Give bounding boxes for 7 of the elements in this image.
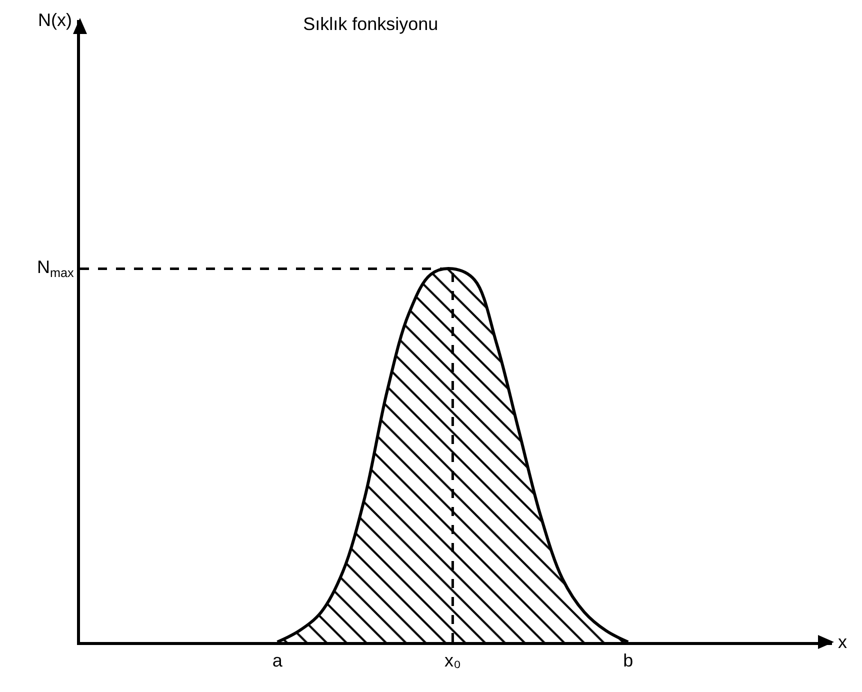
text: N(x): [38, 10, 72, 30]
x-tick-label: a: [272, 650, 284, 671]
x-tick-label: b: [623, 650, 634, 671]
x-tick-label: x₀: [444, 650, 461, 671]
chart-title: Sıklık fonksiyonu: [303, 14, 438, 34]
ref-line-label: N$_{max}$: [37, 257, 74, 280]
x-axis-title: x: [838, 632, 847, 652]
